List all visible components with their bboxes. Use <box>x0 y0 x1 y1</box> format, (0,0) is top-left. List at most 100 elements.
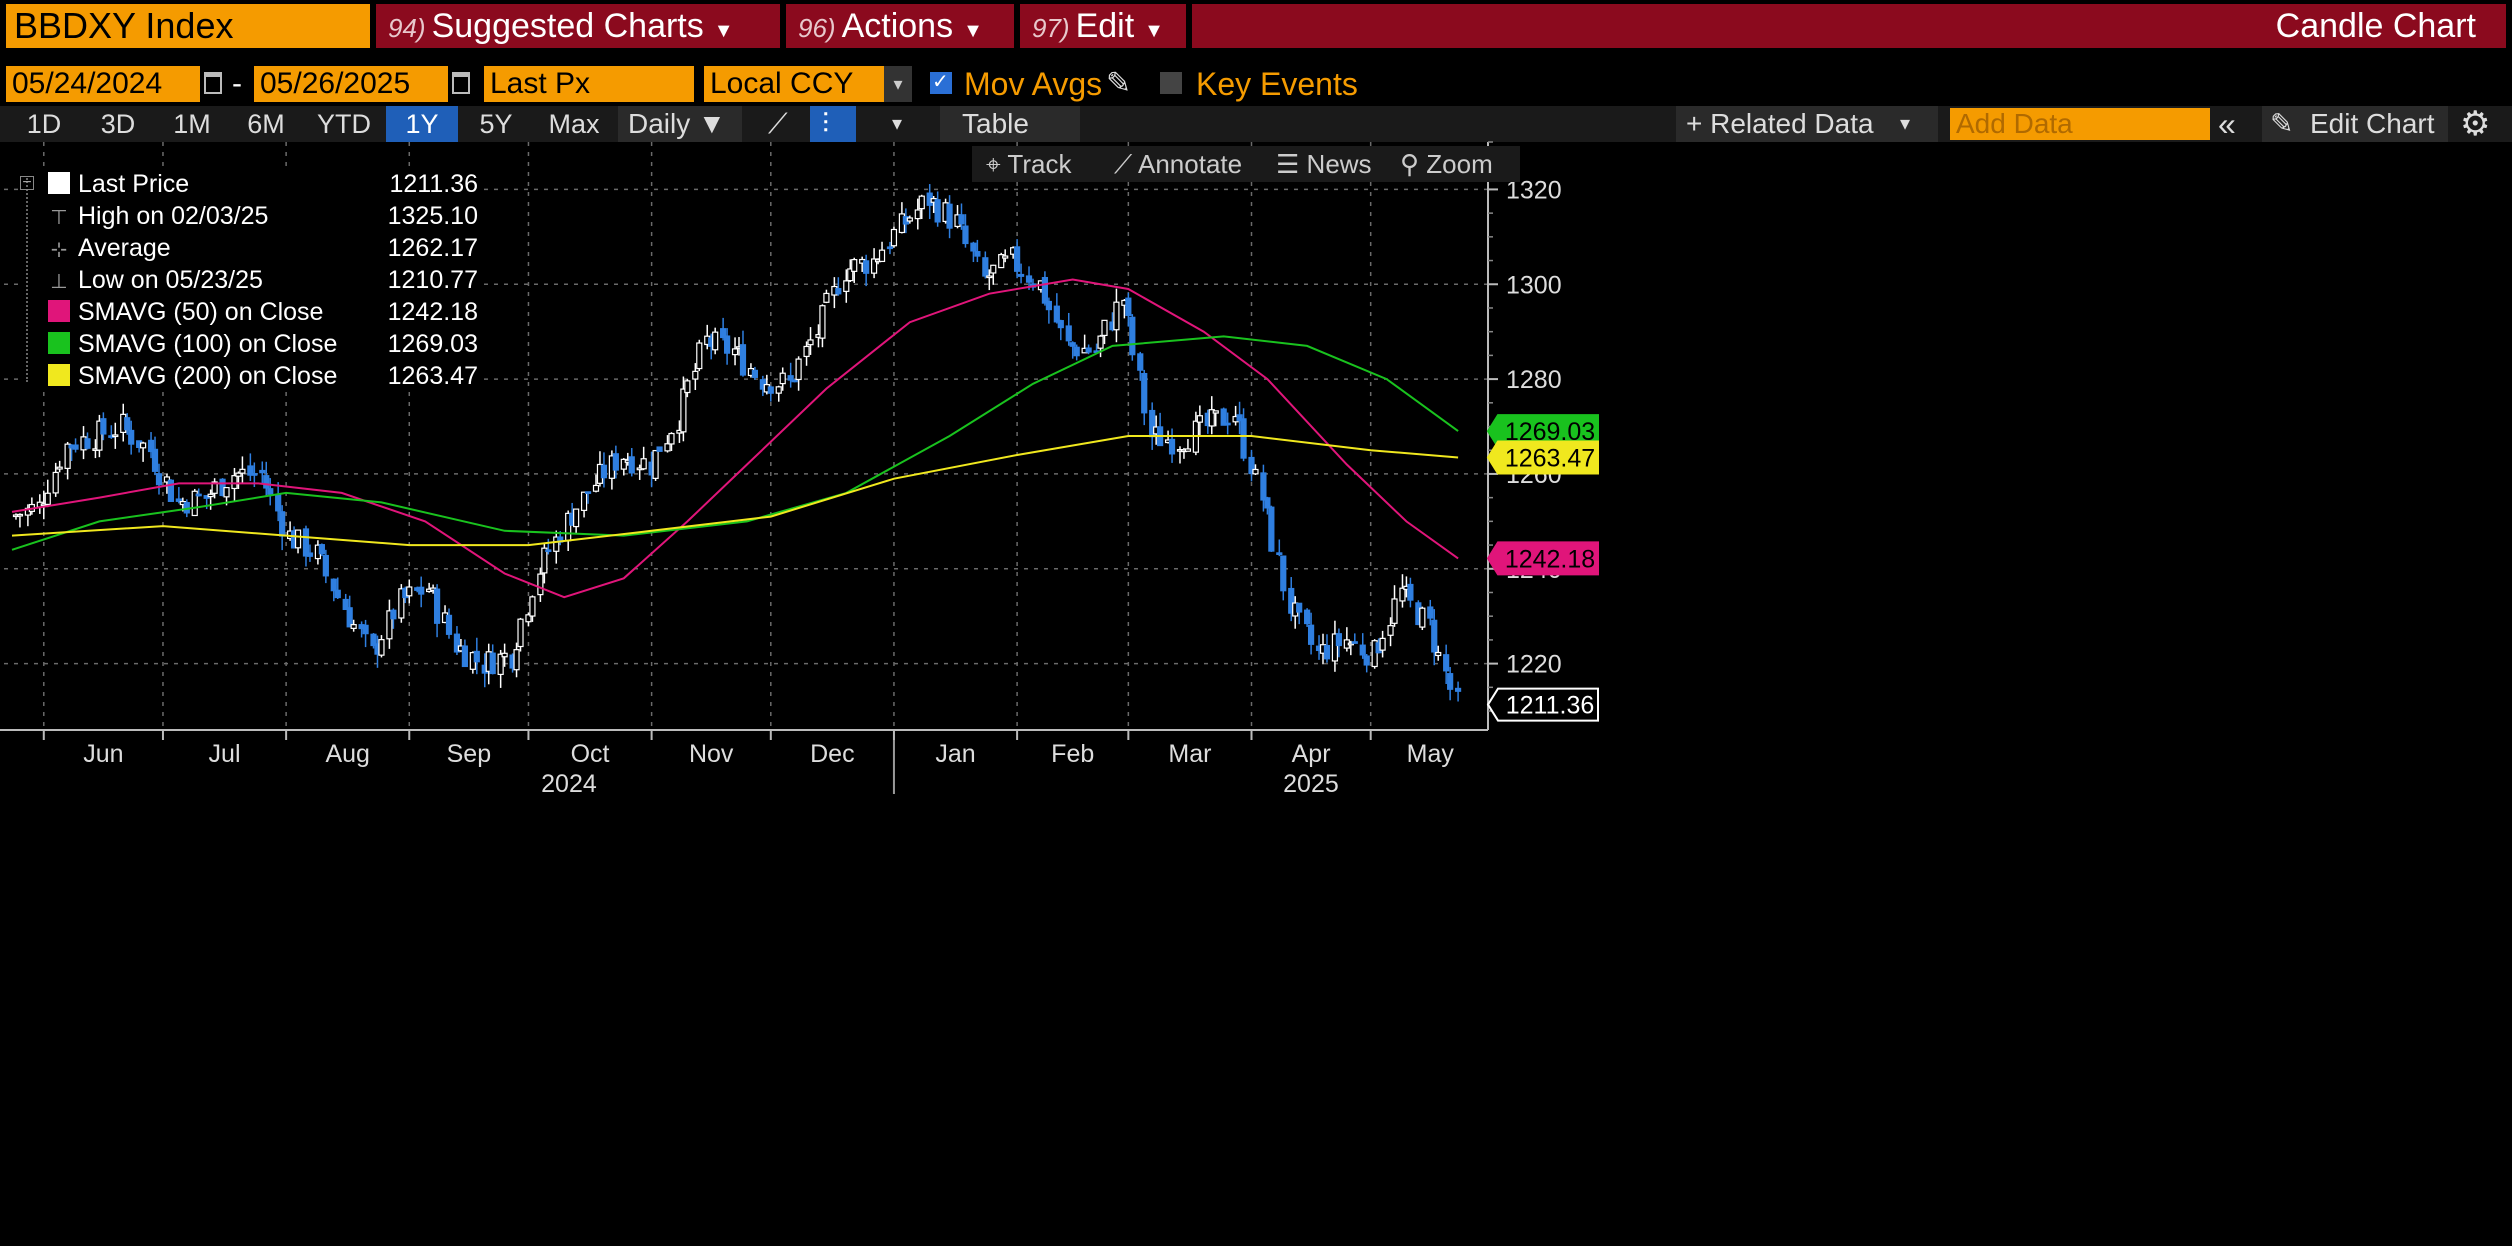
candle-body <box>330 578 337 592</box>
table-button[interactable]: Table <box>962 108 1029 139</box>
period-1m[interactable]: 1M <box>173 109 211 139</box>
candle-body <box>767 386 774 394</box>
frequency-select[interactable] <box>618 106 742 142</box>
candle-body <box>294 529 302 549</box>
candle-body <box>1331 633 1339 662</box>
candle-body <box>155 473 163 486</box>
track-tool[interactable]: ⌖ Track <box>986 146 1071 182</box>
key-events-label[interactable]: Key Events <box>1196 66 1358 102</box>
x-tick-label: Sep <box>447 740 491 768</box>
candle-body <box>553 536 560 552</box>
collapse-legend-icon[interactable]: − <box>20 175 34 191</box>
candle-body <box>96 420 103 451</box>
calendar-icon[interactable] <box>452 72 470 94</box>
chevron-down-icon[interactable]: ▾ <box>892 113 903 135</box>
period-3d[interactable]: 3D <box>100 109 136 139</box>
candle-body <box>720 328 727 339</box>
mov-avgs-checkbox[interactable] <box>930 69 952 94</box>
candle-body <box>501 652 508 658</box>
candle-body <box>259 469 266 474</box>
candle-body <box>72 444 79 450</box>
candle-body <box>863 260 870 274</box>
candle-body <box>1125 297 1132 316</box>
period-ytd[interactable]: YTD <box>317 109 371 139</box>
candle-body <box>791 379 798 383</box>
candle-body <box>342 598 349 611</box>
edit-chart-button[interactable]: Edit Chart <box>2310 108 2435 139</box>
chevron-down-icon[interactable]: ▾ <box>884 66 912 102</box>
y-tick-label: 1220 <box>1506 651 1562 679</box>
menu-suggested-charts[interactable]: 94) Suggested Charts ▼ <box>376 4 780 48</box>
news-tool[interactable]: ☰ News <box>1276 146 1372 182</box>
moving-average-line <box>11 435 1459 547</box>
period-max[interactable]: Max <box>548 109 600 139</box>
candle-chart-icon[interactable] <box>810 106 856 142</box>
candle-body <box>1363 655 1370 666</box>
moving-average-line <box>11 335 1459 551</box>
candle-body <box>739 344 747 376</box>
menu-actions[interactable]: 96) Actions ▼ <box>786 4 1014 48</box>
candle-body <box>692 370 699 380</box>
tag-label: 1263.47 <box>1505 444 1595 472</box>
currency-select[interactable]: Local CCY <box>704 66 884 102</box>
candle-body <box>600 464 608 479</box>
candle-body <box>656 446 663 452</box>
candle-body <box>529 596 536 617</box>
candle-body <box>1443 654 1450 672</box>
price-field-select[interactable]: Last Px <box>484 66 694 102</box>
period-1d[interactable]: 1D <box>26 109 62 139</box>
mov-avgs-label[interactable]: Mov Avgs <box>964 66 1103 102</box>
chart-legend: − Last Price 1211.36 ⊤ High on 02/03/25 132… <box>18 168 478 392</box>
candle-body <box>1041 276 1049 304</box>
candle-body <box>731 348 739 356</box>
candle-body <box>668 432 675 445</box>
candle-body <box>1069 342 1076 347</box>
menu-edit[interactable]: 97) Edit ▼ <box>1020 4 1186 48</box>
candle-body <box>1208 409 1215 427</box>
candle-body <box>517 618 524 648</box>
legend-value: 1211.36 <box>389 170 478 198</box>
period-5y[interactable]: 5Y <box>479 109 513 139</box>
chevron-down-icon[interactable]: ▾ <box>1900 113 1911 135</box>
candle-body <box>1260 472 1267 501</box>
candle-body <box>386 610 393 640</box>
candle-body <box>1141 372 1148 414</box>
end-date-field[interactable]: 05/26/2025 <box>254 66 448 102</box>
candle-body <box>684 380 691 394</box>
candle-body <box>1240 418 1247 459</box>
gear-icon[interactable]: ⚙ <box>2460 105 2491 143</box>
zoom-tool[interactable]: ⚲ Zoom <box>1400 146 1493 182</box>
collapse-icon[interactable]: « <box>2218 106 2236 142</box>
candle-body <box>16 513 24 517</box>
legend-high: ⊤ High on 02/03/25 1325.10 <box>48 200 478 232</box>
candle-body <box>1431 619 1438 653</box>
x-tick-label: Mar <box>1168 740 1211 768</box>
frequency-label[interactable]: Daily ▼ <box>628 108 726 139</box>
calendar-icon[interactable] <box>204 72 222 94</box>
annotate-tool[interactable]: ⟋ Annotate <box>1114 146 1242 182</box>
key-events-checkbox[interactable] <box>1160 72 1182 94</box>
pencil-icon[interactable]: ✎ <box>1106 67 1132 100</box>
ticker-field[interactable]: BBDXY Index <box>6 4 370 48</box>
candle-body <box>318 544 325 555</box>
period-6m[interactable]: 6M <box>247 109 285 139</box>
period-1y[interactable]: 1Y <box>386 106 458 142</box>
grid <box>4 142 1488 730</box>
add-data-input[interactable]: Add Data <box>1950 108 2210 140</box>
candle-body <box>1248 456 1255 475</box>
candle-body <box>1419 607 1426 628</box>
candle-body <box>453 633 461 653</box>
candle-body <box>1371 640 1378 668</box>
candle-body <box>489 652 496 675</box>
candle-body <box>279 511 286 537</box>
candle-body <box>163 476 171 483</box>
legend-label: Average <box>78 234 171 262</box>
start-date-field[interactable]: 05/24/2024 <box>6 66 200 102</box>
related-data-button[interactable]: + Related Data <box>1686 108 1874 139</box>
candle-body <box>986 275 993 279</box>
x-tick-label: Jun <box>83 740 123 768</box>
candle-body <box>147 439 155 453</box>
legend-value: 1325.10 <box>387 202 478 230</box>
line-chart-icon[interactable]: ⟋ <box>768 108 788 139</box>
